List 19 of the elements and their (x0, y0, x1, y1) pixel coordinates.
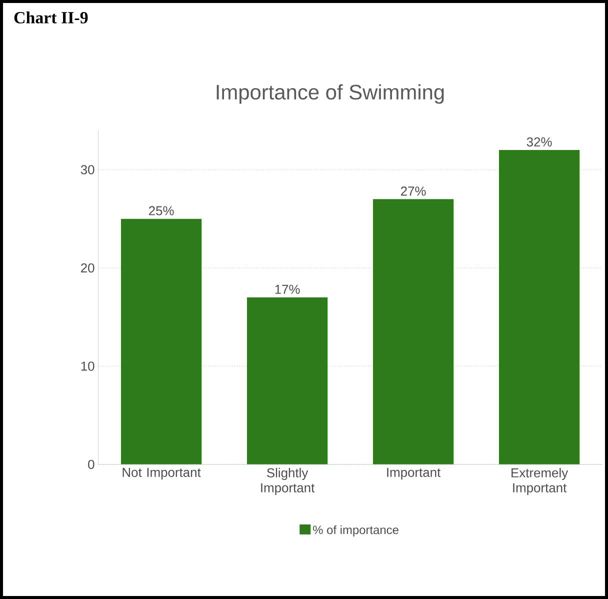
data-label: 32% (526, 137, 552, 147)
chart-subtitle: Importance of Swimming (216, 84, 444, 104)
y-tick-label: 0 (88, 460, 94, 469)
bar (120, 218, 202, 464)
x-tick-label: Slightly Important (261, 468, 315, 495)
bar (246, 297, 328, 464)
data-label: 27% (400, 186, 426, 196)
x-tick-label: Extremely Important (512, 468, 568, 495)
x-tick-label: Important (387, 468, 441, 480)
legend-label: % of importance (313, 525, 398, 537)
chart-title: Chart II-9 (14, 12, 88, 24)
x-tick-label: Not Important (122, 468, 201, 480)
y-tick-label: 10 (81, 362, 94, 371)
y-tick-label: 30 (80, 165, 94, 174)
bar (498, 150, 580, 464)
data-label: 17% (275, 284, 300, 294)
data-label: 25% (148, 206, 174, 216)
y-tick-label: 20 (81, 263, 94, 273)
bar (372, 199, 454, 464)
